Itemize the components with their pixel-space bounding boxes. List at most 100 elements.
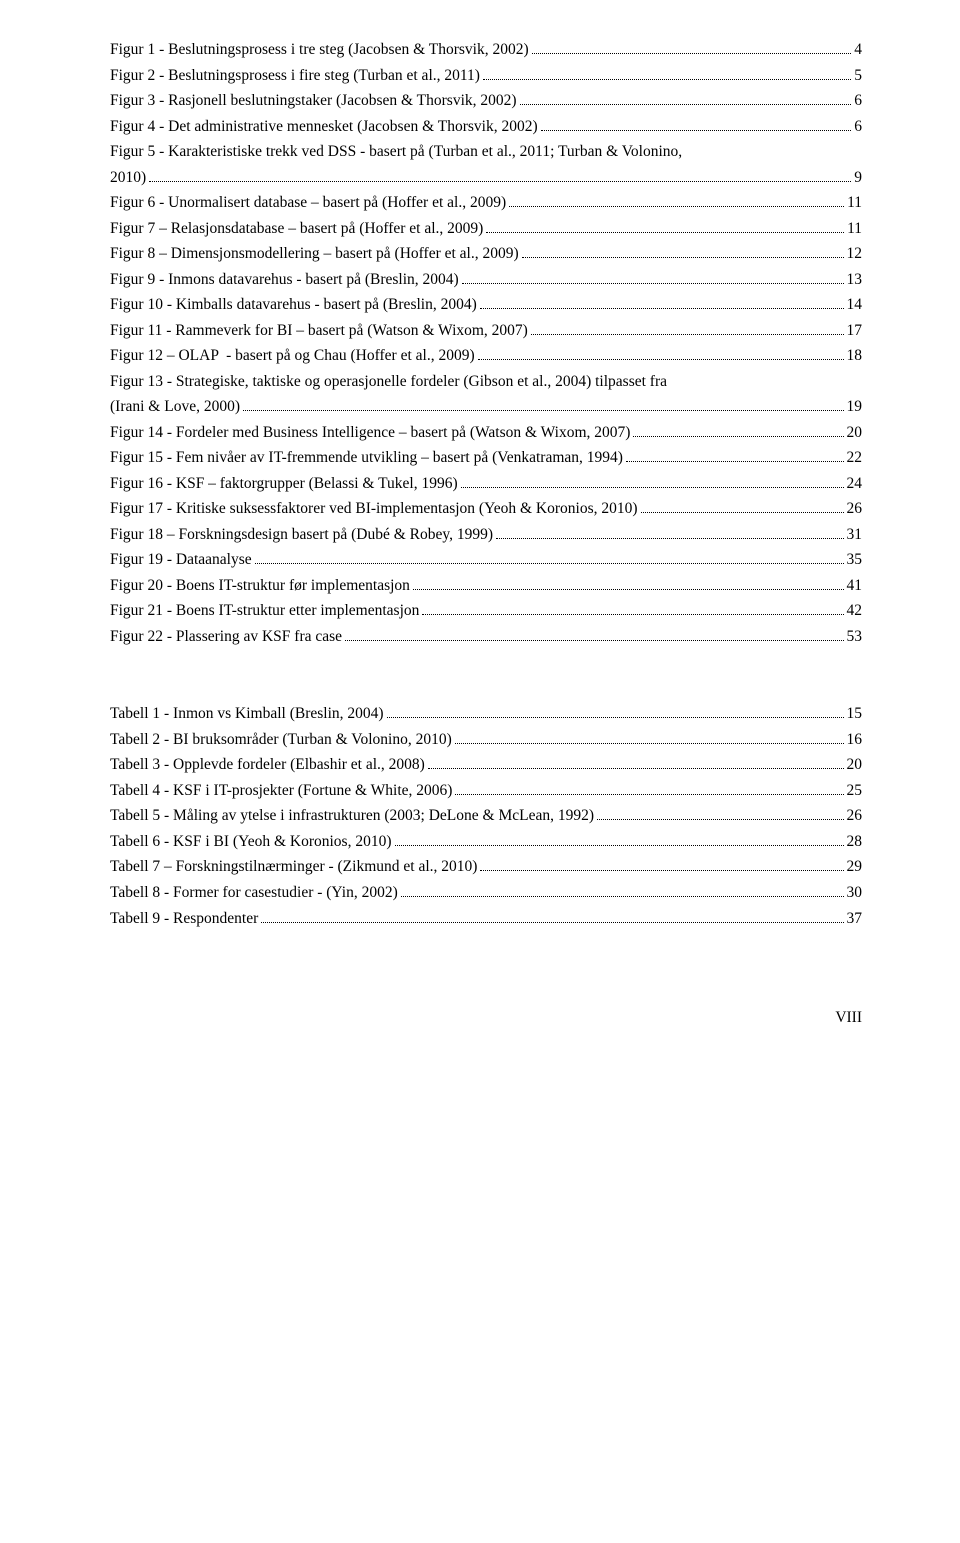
toc-entry: Figur 20 - Boens IT-struktur før impleme… — [110, 574, 862, 598]
list-gap — [110, 650, 862, 702]
toc-entry-text: Figur 15 - Fem nivåer av IT-fremmende ut… — [110, 446, 623, 470]
toc-entry: 2010) 9 — [110, 166, 862, 190]
toc-entry-text: Figur 19 - Dataanalyse — [110, 548, 252, 572]
toc-page-number: 20 — [847, 421, 863, 445]
toc-page-number: 18 — [847, 344, 863, 368]
toc-entry: Tabell 4 - KSF i IT-prosjekter (Fortune … — [110, 779, 862, 803]
toc-entry: Figur 4 - Det administrative mennesket (… — [110, 115, 862, 139]
toc-entry-text: Figur 4 - Det administrative mennesket (… — [110, 115, 538, 139]
toc-entry-text: Tabell 2 - BI bruksområder (Turban & Vol… — [110, 728, 452, 752]
toc-entry-text: Figur 6 - Unormalisert database – basert… — [110, 191, 506, 215]
toc-entry: Figur 7 – Relasjonsdatabase – basert på … — [110, 217, 862, 241]
toc-page-number: 14 — [847, 293, 863, 317]
page-number-footer: VIII — [110, 1009, 862, 1027]
toc-leader — [462, 270, 844, 284]
toc-entry-text: Tabell 8 - Former for casestudier - (Yin… — [110, 881, 398, 905]
toc-leader — [387, 704, 844, 718]
toc-page-number: 37 — [847, 907, 863, 931]
toc-entry: Figur 18 – Forskningsdesign basert på (D… — [110, 523, 862, 547]
toc-leader — [395, 832, 844, 846]
toc-entry: (Irani & Love, 2000) 19 — [110, 395, 862, 419]
toc-leader — [633, 423, 843, 437]
toc-entry: Figur 9 - Inmons datavarehus - basert på… — [110, 268, 862, 292]
toc-page-number: 31 — [847, 523, 863, 547]
toc-page-number: 25 — [847, 779, 863, 803]
toc-leader — [520, 91, 852, 105]
toc-page-number: 53 — [847, 625, 863, 649]
toc-entry: Figur 15 - Fem nivåer av IT-fremmende ut… — [110, 446, 862, 470]
toc-entry: Tabell 6 - KSF i BI (Yeoh & Koronios, 20… — [110, 830, 862, 854]
toc-page-number: 26 — [847, 804, 863, 828]
toc-entry-text: Figur 8 – Dimensjonsmodellering – basert… — [110, 242, 519, 266]
toc-entry-text: Figur 14 - Fordeler med Business Intelli… — [110, 421, 630, 445]
toc-leader — [428, 755, 844, 769]
toc-page-number: 11 — [847, 217, 862, 241]
toc-page-number: 11 — [847, 191, 862, 215]
toc-page-number: 22 — [847, 446, 863, 470]
toc-entry-text: Figur 1 - Beslutningsprosess i tre steg … — [110, 38, 529, 62]
toc-entry-wrap: Figur 5 - Karakteristiske trekk ved DSS … — [110, 140, 862, 164]
toc-leader — [413, 576, 844, 590]
toc-page-number: 26 — [847, 497, 863, 521]
table-of-contents: Figur 1 - Beslutningsprosess i tre steg … — [110, 38, 862, 931]
toc-leader — [597, 807, 843, 821]
toc-leader — [261, 909, 843, 923]
toc-entry-text: Figur 12 – OLAP - basert på og Chau (Hof… — [110, 344, 475, 368]
toc-entry-text: Tabell 4 - KSF i IT-prosjekter (Fortune … — [110, 779, 452, 803]
toc-entry-text: Figur 9 - Inmons datavarehus - basert på… — [110, 268, 459, 292]
toc-entry: Figur 17 - Kritiske suksessfaktorer ved … — [110, 497, 862, 521]
toc-entry-text: Figur 7 – Relasjonsdatabase – basert på … — [110, 217, 483, 241]
toc-entry: Tabell 9 - Respondenter 37 — [110, 907, 862, 931]
toc-entry: Figur 3 - Rasjonell beslutningstaker (Ja… — [110, 89, 862, 113]
toc-entry-text: Figur 22 - Plassering av KSF fra case — [110, 625, 342, 649]
toc-leader — [509, 193, 844, 207]
toc-entry-text: (Irani & Love, 2000) — [110, 395, 240, 419]
toc-entry-text: Tabell 5 - Måling av ytelse i infrastruk… — [110, 804, 594, 828]
toc-leader — [422, 601, 843, 615]
toc-entry: Tabell 8 - Former for casestudier - (Yin… — [110, 881, 862, 905]
toc-leader — [496, 525, 843, 539]
toc-entry: Tabell 5 - Måling av ytelse i infrastruk… — [110, 804, 862, 828]
toc-page-number: 29 — [847, 855, 863, 879]
toc-entry-text: Figur 3 - Rasjonell beslutningstaker (Ja… — [110, 89, 517, 113]
toc-entry-text: Figur 20 - Boens IT-struktur før impleme… — [110, 574, 410, 598]
toc-entry: Figur 12 – OLAP - basert på og Chau (Hof… — [110, 344, 862, 368]
toc-leader — [531, 321, 844, 335]
toc-entry: Figur 2 - Beslutningsprosess i fire steg… — [110, 64, 862, 88]
toc-entry-text: Figur 2 - Beslutningsprosess i fire steg… — [110, 64, 480, 88]
toc-entry-text: Tabell 9 - Respondenter — [110, 907, 258, 931]
toc-leader — [255, 550, 844, 564]
toc-page-number: 28 — [847, 830, 863, 854]
toc-entry-text: Tabell 7 – Forskningstilnærminger - (Zik… — [110, 855, 477, 879]
toc-leader — [478, 346, 844, 360]
toc-leader — [641, 499, 844, 513]
toc-page-number: 35 — [847, 548, 863, 572]
toc-leader — [532, 40, 852, 54]
toc-leader — [483, 66, 851, 80]
toc-entry: Tabell 1 - Inmon vs Kimball (Breslin, 20… — [110, 702, 862, 726]
toc-entry-text: Figur 17 - Kritiske suksessfaktorer ved … — [110, 497, 638, 521]
toc-page-number: 12 — [847, 242, 863, 266]
toc-page-number: 19 — [847, 395, 863, 419]
toc-entry-text: Figur 21 - Boens IT-struktur etter imple… — [110, 599, 419, 623]
toc-leader — [401, 883, 844, 897]
toc-entry: Tabell 7 – Forskningstilnærminger - (Zik… — [110, 855, 862, 879]
toc-entry: Figur 14 - Fordeler med Business Intelli… — [110, 421, 862, 445]
toc-entry-wrap: Figur 13 - Strategiske, taktiske og oper… — [110, 370, 862, 394]
toc-entry-text: Tabell 3 - Opplevde fordeler (Elbashir e… — [110, 753, 425, 777]
toc-page-number: 24 — [847, 472, 863, 496]
toc-entry-text: Figur 18 – Forskningsdesign basert på (D… — [110, 523, 493, 547]
toc-page-number: 5 — [854, 64, 862, 88]
toc-entry-text: Figur 16 - KSF – faktorgrupper (Belassi … — [110, 472, 458, 496]
toc-entry: Figur 11 - Rammeverk for BI – basert på … — [110, 319, 862, 343]
toc-entry-text: Tabell 6 - KSF i BI (Yeoh & Koronios, 20… — [110, 830, 392, 854]
toc-leader — [243, 397, 844, 411]
toc-entry: Figur 19 - Dataanalyse 35 — [110, 548, 862, 572]
toc-page-number: 41 — [847, 574, 863, 598]
toc-entry: Figur 21 - Boens IT-struktur etter imple… — [110, 599, 862, 623]
toc-leader — [626, 448, 844, 462]
toc-entry-text: Tabell 1 - Inmon vs Kimball (Breslin, 20… — [110, 702, 384, 726]
toc-entry: Tabell 3 - Opplevde fordeler (Elbashir e… — [110, 753, 862, 777]
toc-page-number: 16 — [847, 728, 863, 752]
toc-leader — [522, 244, 844, 258]
